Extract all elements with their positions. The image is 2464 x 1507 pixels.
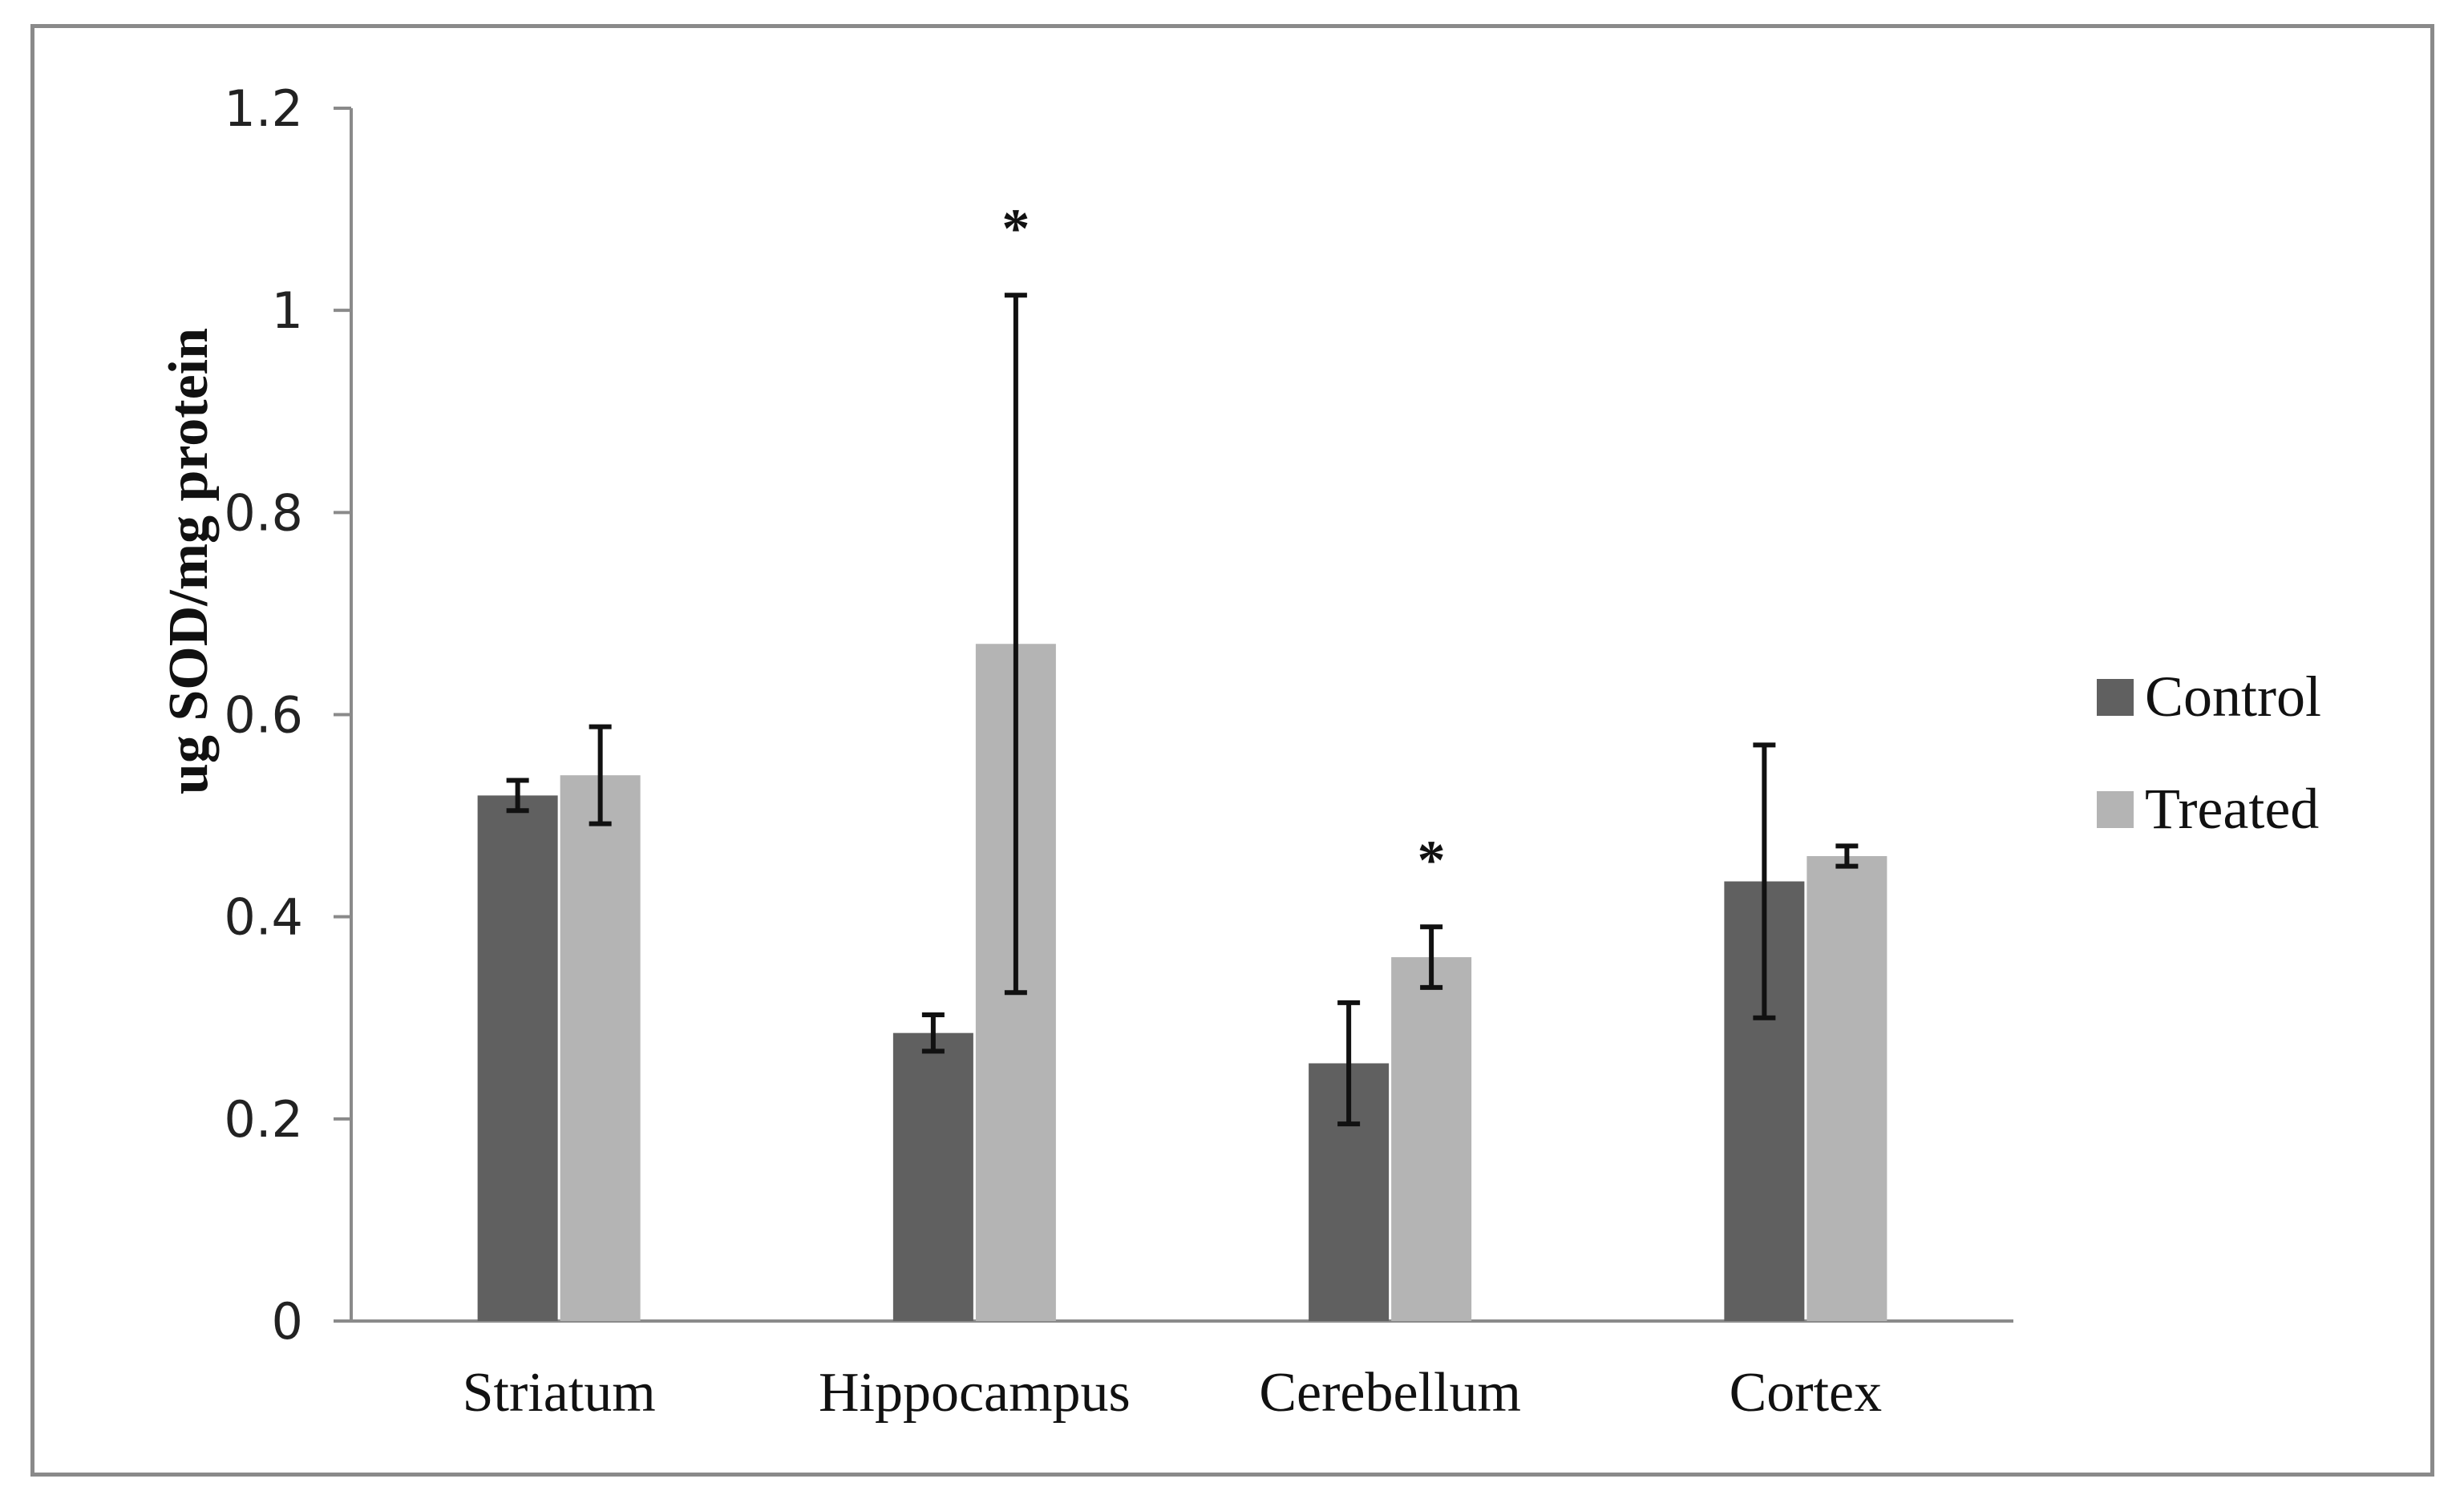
bar-chart: 0 0.2 0.4 0.6 0.8 1 1.2 Striatum Hippocampus Cer… [158, 79, 2321, 1424]
y-axis-label: ug SOD/mg protein [158, 328, 220, 794]
x-tick-label: Cortex [1730, 1362, 1883, 1424]
chart-frame: 0 0.2 0.4 0.6 0.8 1 1.2 Striatum Hippocampus Cer… [30, 24, 2434, 1477]
error-bars [506, 293, 1859, 1127]
x-axis: Striatum Hippocampus Cerebellum Cortex [351, 1319, 2013, 1424]
bar-control-striatum [477, 795, 558, 1321]
y-axis: 0 0.2 0.4 0.6 0.8 1 1.2 [224, 79, 353, 1351]
x-tick-label: Striatum [463, 1362, 656, 1424]
legend-swatch-treated [2097, 791, 2134, 828]
bar-control-hippocampus [892, 1032, 973, 1321]
error-bar [506, 778, 529, 814]
significance-asterisk: * [1001, 198, 1030, 260]
significance-asterisk: * [1418, 830, 1446, 891]
error-bar [1420, 924, 1443, 990]
y-tick-label: 1 [272, 281, 303, 340]
legend: Control Treated [2097, 665, 2321, 841]
y-tick-label: 0 [272, 1292, 303, 1351]
significance-marks: ** [1001, 198, 1445, 891]
error-bar [921, 1012, 945, 1054]
legend-label-control: Control [2145, 665, 2321, 729]
x-tick-label: Hippocampus [819, 1362, 1131, 1424]
y-tick-label: 1.2 [224, 79, 303, 138]
error-bar [1753, 742, 1776, 1020]
legend-label-treated: Treated [2145, 777, 2319, 841]
y-tick-label: 0.8 [224, 483, 303, 542]
bar-treated-cerebellum [1391, 957, 1472, 1321]
y-tick-label: 0.6 [224, 686, 303, 745]
y-tick-label: 0.4 [224, 888, 303, 947]
error-bar [1835, 843, 1859, 869]
bars [477, 644, 1887, 1321]
bar-treated-cortex [1807, 856, 1887, 1321]
legend-swatch-control [2097, 679, 2134, 716]
error-bar [1004, 293, 1027, 996]
error-bar [1337, 1000, 1361, 1127]
x-tick-label: Cerebellum [1259, 1362, 1521, 1424]
bar-treated-striatum [560, 775, 641, 1321]
y-tick-label: 0.2 [224, 1090, 303, 1149]
error-bar [589, 724, 612, 826]
